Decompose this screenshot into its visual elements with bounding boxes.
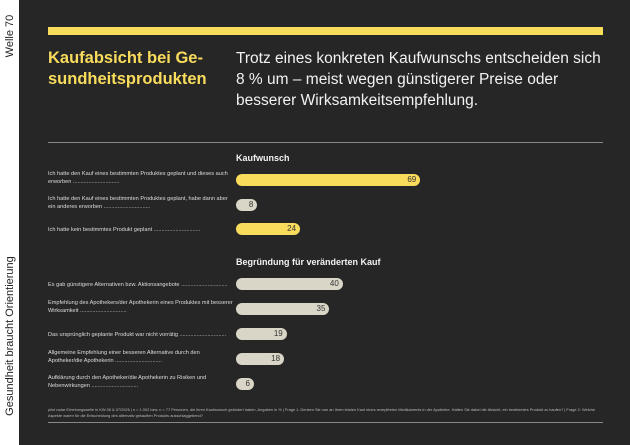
data-label: 35	[316, 304, 326, 313]
bar-label: Ich hatte kein bestimmtes Produkt geplan…	[48, 227, 201, 233]
divider	[48, 142, 603, 143]
bar: 40	[236, 278, 343, 290]
bar-label: Empfehlung des Apothekers/der Apothekeri…	[48, 300, 233, 314]
bar: 8	[236, 199, 258, 211]
bar: 18	[236, 353, 285, 365]
bar-label: Aufklärung durch den Apotheker/die Apoth…	[48, 375, 207, 389]
page-title: Kaufabsicht bei Ge-sundheitsprodukten	[48, 49, 207, 88]
bar-label: Das ursprünglich geplante Produkt war ni…	[48, 332, 227, 338]
bar: 69	[236, 174, 421, 186]
bar: 19	[236, 328, 287, 340]
bar: 24	[236, 223, 301, 235]
wave-label: Welle 70	[4, 14, 16, 58]
bar-label: Allgemeine Empfehlung einer besseren Alt…	[48, 350, 200, 364]
footer-divider	[48, 422, 603, 423]
data-label: 8	[248, 200, 254, 209]
data-label: 18	[271, 354, 281, 363]
data-label: 24	[287, 224, 297, 233]
bar-label: Ich hatte den Kauf eines bestimmten Prod…	[48, 196, 228, 210]
data-label: 6	[245, 379, 250, 388]
chart-heading: Kaufwunsch	[236, 153, 290, 163]
footnote: pilot radar Erhebungswelle in KW 06 & 07…	[48, 407, 595, 418]
subtitle: Trotz eines konkreten Kaufwunschs entsch…	[236, 50, 601, 109]
bar: 35	[236, 303, 330, 315]
data-label: 19	[273, 329, 283, 338]
data-label: 69	[407, 175, 417, 184]
bar-label: Es gab günstigere Alternativen bzw. Akti…	[48, 282, 228, 288]
side-strip: Welle 70 Gesundheit braucht Orientierung	[0, 0, 19, 445]
chart-heading: Begründung für veränderten Kauf	[236, 257, 381, 267]
slogan: Gesundheit braucht Orientierung	[4, 256, 16, 416]
bar: 6	[236, 378, 254, 390]
bar-label: Ich hatte den Kauf eines bestimmten Prod…	[48, 171, 228, 185]
data-label: 40	[329, 279, 339, 288]
accent-bar	[48, 27, 603, 35]
